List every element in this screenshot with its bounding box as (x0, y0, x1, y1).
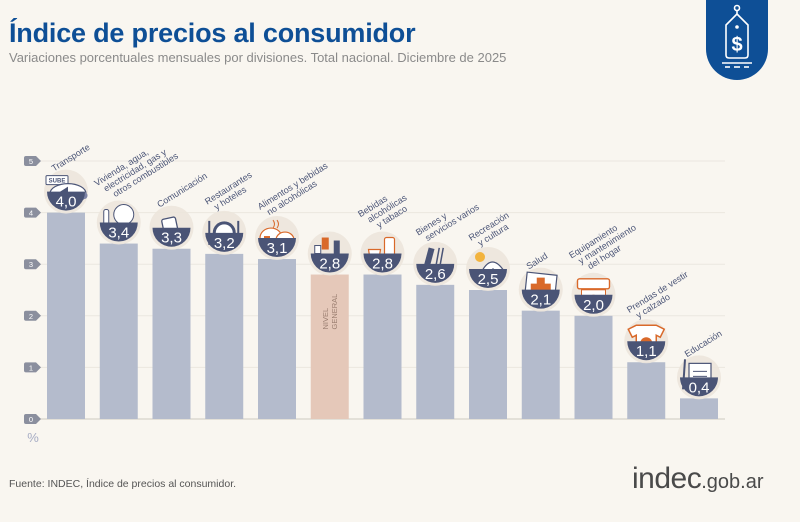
logo-main: indec (632, 462, 702, 495)
page-title: Índice de precios al consumidor (9, 18, 416, 48)
value-badge (469, 269, 507, 288)
value-label: 2,8 (319, 256, 340, 273)
category-label: Bebidasalcohólicasy tabaco (356, 184, 414, 235)
value-label: 3,3 (161, 230, 182, 247)
bar[interactable] (205, 253, 244, 419)
category-label: Comunicación (155, 171, 209, 210)
category-label: Equipamientoy mantenimientodel hogar (567, 214, 643, 276)
value-badge (416, 263, 455, 283)
value-badge (152, 227, 191, 247)
value-badge (205, 232, 244, 252)
value-label: 2,8 (372, 256, 393, 273)
bar[interactable] (258, 259, 296, 419)
value-label: 2,1 (530, 292, 551, 309)
category-label-line: Comunicación (155, 171, 209, 210)
bar[interactable] (363, 274, 402, 419)
bar[interactable] (680, 398, 718, 419)
y-tick-label: 1 (29, 363, 33, 372)
value-label: 4,0 (56, 194, 77, 211)
value-badge (574, 294, 613, 314)
value-label: 1,1 (636, 343, 657, 360)
value-badge (258, 238, 296, 258)
y-tick-label: 4 (29, 209, 33, 218)
bar-inner-label: NIVELGENERAL (321, 294, 339, 330)
svg-text:$: $ (731, 34, 742, 56)
y-tick-marker (24, 362, 41, 373)
category-label-line: Transporte (50, 142, 92, 173)
y-tick-label: 5 (29, 157, 33, 166)
value-label: 3,1 (267, 240, 288, 257)
value-badge (627, 341, 666, 361)
category-label: Alimentos y bebidasno alcohólicas (256, 160, 335, 219)
bar-inner-label-line: GENERAL (330, 294, 339, 330)
bar[interactable] (416, 284, 455, 419)
category-label: Restaurantesy hoteles (203, 169, 259, 214)
value-label: 2,6 (425, 266, 446, 283)
y-tick-marker (24, 310, 41, 321)
svg-text:SUBE: SUBE (49, 179, 66, 185)
value-label: 0,4 (689, 379, 710, 396)
value-label: 2,5 (478, 271, 499, 288)
category-label: Transporte (50, 142, 92, 173)
logo-suffix: .gob.ar (701, 471, 764, 493)
bar[interactable] (152, 248, 191, 419)
y-tick-marker (24, 259, 41, 270)
y-tick-label: 2 (29, 312, 33, 321)
value-badge (680, 377, 718, 397)
source-note: Fuente: INDEC, Índice de precios al cons… (9, 478, 237, 490)
y-tick-label: 0 (29, 415, 33, 424)
value-badge (363, 253, 402, 273)
y-tick-marker (24, 414, 41, 424)
category-label: Prendas de vestiry calzado (625, 269, 695, 323)
value-label: 3,2 (214, 235, 235, 252)
category-label-line: Educación (683, 328, 724, 359)
value-badge (47, 191, 85, 211)
category-label-line: Alimentos y bebidas (256, 160, 330, 211)
indec-logo[interactable]: indec.gob.ar (632, 462, 763, 496)
bar[interactable] (627, 362, 666, 419)
price-tag-dollar-icon: $ (722, 4, 752, 68)
y-tick-marker (24, 156, 41, 166)
category-label: Recreacióny cultura (467, 210, 516, 251)
bar[interactable] (47, 212, 85, 419)
bar[interactable] (521, 310, 560, 419)
category-label: Educación (683, 328, 724, 359)
y-tick-marker (24, 207, 41, 218)
y-axis-label: % (27, 430, 39, 445)
page-subtitle: Variaciones porcentuales mensuales por d… (9, 50, 507, 65)
value-badge (521, 289, 560, 309)
value-label: 2,0 (583, 297, 604, 314)
bar[interactable] (310, 274, 349, 419)
bar[interactable] (469, 290, 507, 419)
bar[interactable] (574, 315, 613, 419)
header-badge: $ (706, 0, 768, 80)
y-tick-label: 3 (29, 260, 33, 269)
value-badge (99, 222, 138, 242)
value-label: 3,4 (108, 225, 129, 242)
bar[interactable] (99, 243, 138, 419)
value-badge (310, 253, 349, 273)
bar-inner-label-line: NIVEL (321, 308, 330, 330)
